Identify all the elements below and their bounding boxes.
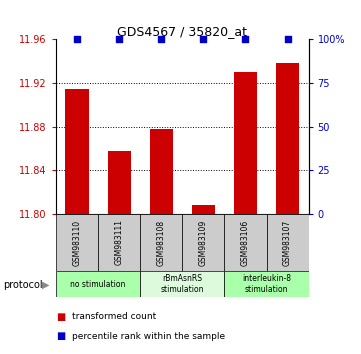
Bar — [65, 89, 88, 214]
Bar — [276, 63, 299, 214]
Bar — [140, 214, 182, 271]
Text: rBmAsnRS
stimulation: rBmAsnRS stimulation — [161, 274, 204, 294]
Text: GSM983111: GSM983111 — [115, 219, 123, 266]
Bar — [56, 214, 98, 271]
Bar — [98, 214, 140, 271]
Point — [74, 36, 80, 42]
Bar — [225, 271, 309, 297]
Text: GSM983108: GSM983108 — [157, 219, 166, 266]
Bar — [182, 214, 225, 271]
Text: GSM983106: GSM983106 — [241, 219, 250, 266]
Title: GDS4567 / 35820_at: GDS4567 / 35820_at — [117, 25, 247, 38]
Bar — [140, 271, 225, 297]
Bar — [108, 151, 131, 214]
Text: GSM983110: GSM983110 — [73, 219, 82, 266]
Text: no stimulation: no stimulation — [70, 280, 126, 289]
Point — [243, 36, 248, 42]
Text: percentile rank within the sample: percentile rank within the sample — [72, 332, 225, 341]
Bar — [234, 72, 257, 214]
Text: transformed count: transformed count — [72, 312, 156, 321]
Point — [285, 36, 291, 42]
Point — [200, 36, 206, 42]
Bar — [266, 214, 309, 271]
Bar — [150, 129, 173, 214]
Point — [116, 36, 122, 42]
Text: interleukin-8
stimulation: interleukin-8 stimulation — [242, 274, 291, 294]
Text: protocol: protocol — [4, 280, 43, 290]
Text: GSM983109: GSM983109 — [199, 219, 208, 266]
Bar — [56, 271, 140, 297]
Text: ▶: ▶ — [42, 280, 49, 290]
Bar — [192, 205, 215, 214]
Text: ■: ■ — [56, 312, 65, 322]
Text: GSM983107: GSM983107 — [283, 219, 292, 266]
Bar — [225, 214, 266, 271]
Point — [158, 36, 164, 42]
Text: ■: ■ — [56, 331, 65, 341]
